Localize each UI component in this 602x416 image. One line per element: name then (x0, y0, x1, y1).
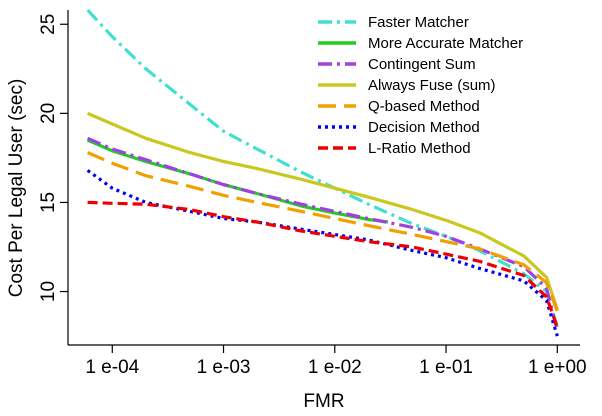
plot-frame (67, 10, 580, 346)
legend-label: L-Ratio Method (368, 140, 471, 157)
y-tick-label: 15 (38, 192, 59, 213)
y-tick-label: 10 (38, 281, 59, 302)
y-axis-label: Cost Per Legal User (sec) (6, 79, 27, 298)
y-ticks: 10 15 20 25 (38, 14, 68, 302)
x-tick-label: 1 e-02 (308, 357, 362, 378)
legend-label: Q-based Method (368, 98, 480, 115)
legend: Faster Matcher More Accurate Matcher Conti… (318, 14, 523, 157)
x-tick-label: 1 e-03 (197, 357, 251, 378)
series-line-2 (86, 138, 389, 224)
series-line-3 (86, 136, 559, 332)
x-tick-label: 1 e-04 (85, 357, 139, 378)
series-line-1 (86, 8, 559, 328)
y-tick-label: 25 (38, 14, 59, 35)
x-ticks: 1 e-04 1 e-03 1 e-02 1 e-01 1 e+00 (85, 345, 587, 378)
series-layer (86, 8, 559, 337)
x-tick-label: 1 e+00 (528, 357, 587, 378)
legend-label: More Accurate Matcher (368, 35, 523, 52)
legend-label: Decision Method (368, 119, 480, 136)
series-line-4 (86, 111, 559, 310)
y-tick-label: 20 (38, 103, 59, 124)
x-tick-label: 1 e-01 (419, 357, 473, 378)
legend-label: Faster Matcher (368, 14, 469, 31)
legend-label: Contingent Sum (368, 56, 476, 73)
x-axis-label: FMR (303, 391, 344, 412)
legend-label: Always Fuse (sum) (368, 77, 496, 94)
series-line-7 (87, 200, 559, 328)
